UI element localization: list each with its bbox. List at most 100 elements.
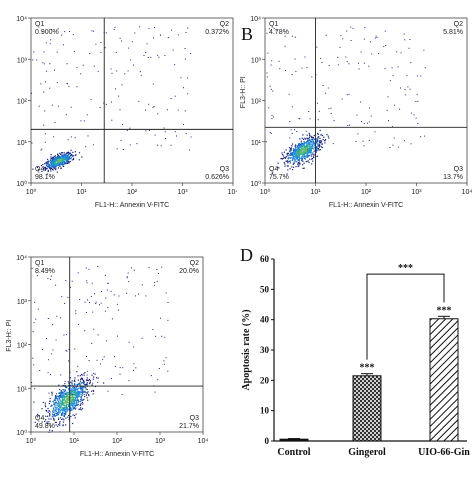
x-tick-label: 10³: [411, 189, 422, 196]
event-dot: [40, 149, 42, 151]
event-dot: [64, 402, 66, 404]
event-dot: [350, 26, 352, 28]
event-dot: [296, 161, 298, 163]
event-dot: [385, 45, 387, 46]
event-dot: [183, 124, 184, 125]
event-dot: [111, 119, 113, 121]
event-dot: [76, 403, 78, 405]
event-dot: [312, 136, 314, 138]
event-dot: [296, 155, 298, 157]
y-tick-label: 30: [260, 345, 270, 355]
x-tick-label: 10⁴: [228, 189, 237, 196]
event-dot: [81, 401, 84, 403]
event-dot: [66, 403, 68, 405]
event-dot: [416, 93, 418, 95]
event-dot: [49, 166, 51, 168]
event-dot: [48, 166, 50, 168]
event-dot: [399, 108, 401, 110]
event-dot: [59, 317, 61, 319]
event-dot: [270, 88, 272, 90]
event-dot: [71, 389, 73, 391]
event-dot: [157, 144, 159, 146]
event-dot: [309, 134, 311, 136]
event-dot: [70, 415, 72, 418]
event-dot: [53, 162, 55, 164]
event-dot: [65, 159, 67, 161]
event-dot: [152, 107, 154, 108]
event-dot: [292, 153, 294, 155]
event-dot: [70, 286, 71, 288]
event-dot: [62, 392, 64, 394]
event-dot: [66, 158, 68, 160]
event-dot: [76, 399, 78, 402]
event-dot: [311, 145, 313, 147]
event-dot: [304, 150, 306, 152]
panel-letter: D: [240, 245, 253, 265]
event-dot: [53, 156, 55, 158]
event-dot: [319, 145, 321, 147]
event-dot: [367, 122, 368, 124]
event-dot: [62, 396, 64, 398]
event-dot: [62, 391, 64, 393]
event-dot: [71, 403, 73, 405]
event-dot: [307, 149, 309, 151]
event-dot: [314, 142, 316, 144]
event-dot: [95, 386, 97, 388]
event-dot: [317, 119, 319, 121]
event-dot: [124, 73, 126, 75]
event-dot: [114, 26, 116, 28]
event-dot: [76, 404, 78, 406]
event-dot: [78, 395, 80, 397]
event-dot: [73, 407, 75, 409]
event-dot: [107, 282, 109, 284]
event-dot: [79, 391, 81, 393]
event-dot: [317, 132, 319, 135]
event-dot: [64, 303, 66, 304]
event-dot: [114, 365, 116, 367]
event-dot: [48, 392, 50, 394]
event-dot: [300, 144, 302, 146]
event-dot: [287, 152, 289, 154]
event-dot: [62, 154, 65, 156]
event-dot: [289, 157, 291, 159]
event-dot: [163, 363, 165, 365]
event-dot: [80, 379, 82, 381]
x-tick-label: 10⁰: [26, 188, 37, 196]
event-dot: [51, 430, 53, 432]
event-dot: [67, 159, 69, 162]
event-dot: [65, 160, 67, 162]
event-dot: [70, 152, 72, 154]
event-dot: [271, 115, 273, 116]
significance-mark: ***: [437, 305, 452, 316]
event-dot: [49, 429, 51, 431]
event-dot: [62, 160, 64, 162]
event-dot: [61, 296, 63, 298]
event-dot: [67, 416, 69, 418]
event-dot: [297, 146, 299, 148]
event-dot: [75, 400, 78, 403]
event-dot: [60, 417, 62, 419]
event-dot: [54, 122, 56, 123]
event-dot: [63, 160, 65, 162]
event-dot: [67, 397, 69, 399]
event-dot: [312, 140, 314, 142]
event-dot: [85, 146, 87, 148]
x-tick-label: 10⁴: [462, 189, 473, 196]
event-dot: [286, 165, 288, 167]
event-dot: [154, 134, 156, 136]
event-dot: [73, 403, 76, 405]
event-dot: [78, 159, 80, 161]
event-dot: [52, 411, 54, 413]
event-dot: [289, 162, 291, 164]
event-dot: [52, 324, 54, 326]
event-dot: [157, 54, 159, 56]
event-dot: [70, 149, 72, 151]
event-dot: [69, 391, 71, 393]
event-dot: [148, 130, 150, 131]
event-dot: [306, 150, 308, 152]
event-dot: [53, 419, 55, 421]
event-dot: [65, 413, 67, 415]
event-dot: [63, 394, 65, 396]
event-dot: [53, 159, 55, 161]
event-dot: [49, 63, 51, 65]
